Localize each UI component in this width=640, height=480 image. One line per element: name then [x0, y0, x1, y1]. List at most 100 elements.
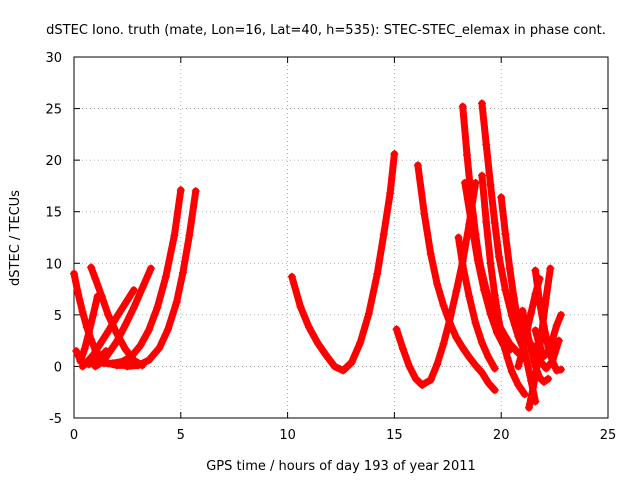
data-point [322, 351, 331, 360]
series-trace [100, 186, 185, 367]
data-point [542, 294, 551, 303]
data-point [356, 338, 365, 347]
data-point [544, 374, 553, 383]
series-trace [478, 172, 529, 398]
data-point [518, 345, 527, 354]
data-point [514, 362, 523, 371]
data-point [138, 284, 147, 293]
data-point [155, 343, 164, 352]
series-16 [477, 171, 529, 399]
data-point [304, 323, 313, 332]
data-point [392, 325, 401, 334]
data-point [499, 339, 508, 348]
data-point [548, 335, 557, 344]
plot-frame [73, 56, 609, 419]
data-point [527, 308, 536, 317]
data-point [185, 231, 194, 240]
data-point [484, 353, 493, 362]
data-point [531, 362, 540, 371]
data-point [347, 358, 356, 367]
data-point [74, 290, 83, 299]
data-point [484, 378, 493, 387]
data-point [89, 351, 98, 360]
series-9 [287, 149, 399, 375]
y-tick-label: 10 [45, 257, 62, 272]
data-point [426, 250, 435, 259]
data-point [527, 344, 536, 353]
data-point [97, 292, 106, 301]
data-point [413, 161, 422, 170]
y-tick-label: 15 [45, 206, 62, 221]
x-tick-label: 20 [493, 428, 510, 443]
data-point [490, 219, 499, 228]
data-point [477, 368, 486, 377]
data-point [390, 149, 399, 158]
data-point [557, 365, 566, 374]
data-point [72, 346, 81, 355]
series-trace [514, 275, 544, 370]
data-point [495, 318, 504, 327]
data-point [91, 362, 100, 371]
data-point [80, 344, 89, 353]
data-point [514, 319, 523, 328]
series-7 [99, 186, 185, 368]
data-point [398, 344, 407, 353]
series-23 [531, 310, 566, 361]
data-point [552, 366, 561, 375]
series-5 [78, 286, 138, 371]
y-tick-label: 0 [54, 360, 62, 375]
data-point [439, 339, 448, 348]
data-point [482, 140, 491, 149]
data-point [501, 286, 510, 295]
y-tick-label: 30 [45, 51, 62, 66]
data-point [554, 336, 563, 345]
data-point [535, 373, 544, 382]
data-point [364, 309, 373, 318]
series-24 [518, 306, 553, 386]
data-point [544, 347, 553, 356]
data-point [539, 352, 548, 361]
data-point [127, 352, 136, 361]
data-point [144, 326, 153, 335]
x-tick-label: 25 [600, 428, 617, 443]
data-point [522, 326, 531, 335]
data-point [458, 261, 467, 270]
data-point [471, 319, 480, 328]
x-axis-label: GPS time / hours of day 193 of year 2011 [206, 459, 476, 474]
data-point [482, 218, 491, 227]
data-point [129, 303, 138, 312]
data-point [531, 326, 540, 335]
data-point [84, 328, 93, 337]
data-point [518, 306, 527, 315]
series-trace [288, 150, 398, 375]
data-point [153, 303, 162, 312]
data-point [552, 321, 561, 330]
data-point [78, 362, 87, 371]
data-point [497, 193, 506, 202]
data-point [507, 367, 516, 376]
data-point [480, 286, 489, 295]
data-point [557, 310, 566, 319]
data-point [439, 301, 448, 310]
data-point [418, 380, 427, 389]
data-point [531, 290, 540, 299]
data-point [379, 230, 388, 239]
data-point [433, 360, 442, 369]
data-point [87, 263, 96, 272]
data-points [70, 99, 566, 412]
data-point [163, 325, 172, 334]
data-point [121, 321, 130, 330]
data-point [539, 322, 548, 331]
data-point [524, 403, 533, 412]
x-tick-label: 5 [177, 428, 185, 443]
data-point [514, 380, 523, 389]
data-point [91, 274, 100, 283]
data-point [144, 356, 153, 365]
data-point [146, 264, 155, 273]
chart-title: dSTEC Iono. truth (mate, Lon=16, Lat=40,… [46, 23, 606, 38]
data-point [460, 178, 469, 187]
data-point [458, 102, 467, 111]
data-point [373, 269, 382, 278]
data-point [490, 291, 499, 300]
data-point [386, 189, 395, 198]
